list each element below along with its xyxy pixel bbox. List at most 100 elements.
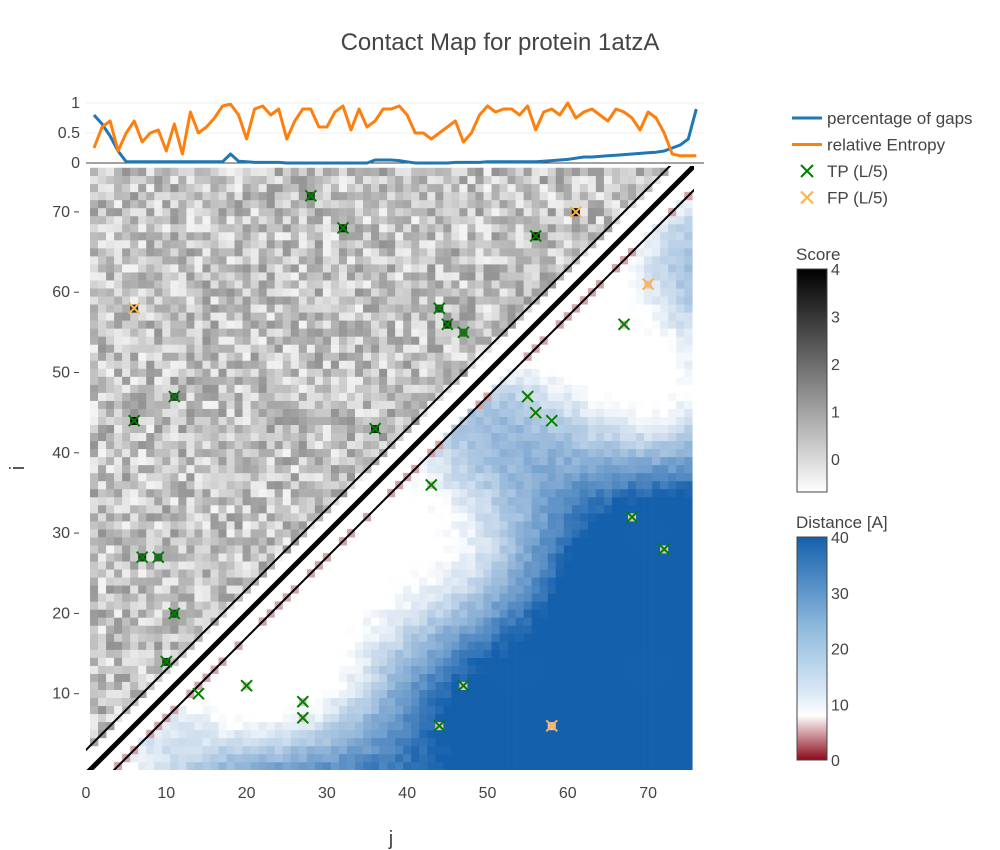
heatmap-cell bbox=[419, 248, 428, 257]
heatmap-cell bbox=[652, 288, 661, 297]
heatmap-cell bbox=[443, 304, 452, 313]
heatmap-cell bbox=[122, 689, 131, 699]
heatmap-cell bbox=[451, 231, 460, 241]
heatmap-cell bbox=[443, 336, 452, 345]
heatmap-cell bbox=[660, 713, 669, 723]
heatmap-cell bbox=[395, 328, 404, 337]
heatmap-cell bbox=[563, 649, 573, 658]
heatmap-cell bbox=[250, 529, 259, 538]
heatmap-cell bbox=[130, 199, 139, 209]
heatmap-cell bbox=[435, 231, 444, 241]
heatmap-cell bbox=[435, 737, 444, 747]
heatmap-cell bbox=[603, 713, 613, 723]
heatmap-cell bbox=[579, 705, 589, 715]
heatmap-cell bbox=[266, 336, 275, 345]
heatmap-cell bbox=[194, 240, 203, 249]
heatmap-cell bbox=[644, 440, 653, 450]
heatmap-cell bbox=[122, 633, 131, 642]
heatmap-cell bbox=[419, 472, 428, 482]
heatmap-cell bbox=[676, 593, 685, 602]
heatmap-cell bbox=[676, 456, 685, 466]
heatmap-cell bbox=[146, 601, 155, 610]
heatmap-cell bbox=[138, 400, 147, 409]
heatmap-cell bbox=[371, 304, 380, 313]
heatmap-cell bbox=[282, 649, 292, 658]
heatmap-cell bbox=[668, 505, 677, 514]
heatmap-cell bbox=[652, 480, 661, 490]
heatmap-cell bbox=[322, 207, 332, 217]
heatmap-cell bbox=[628, 480, 637, 490]
heatmap-cell bbox=[122, 641, 131, 650]
heatmap-cell bbox=[419, 272, 428, 281]
heatmap-cell bbox=[242, 745, 251, 755]
heatmap-cell bbox=[571, 240, 581, 249]
heatmap-cell bbox=[98, 360, 107, 369]
heatmap-cell bbox=[491, 665, 500, 674]
heatmap-cell bbox=[322, 215, 332, 225]
heatmap-cell bbox=[403, 577, 412, 586]
heatmap-cell bbox=[210, 448, 219, 458]
heatmap-cell bbox=[523, 745, 532, 755]
heatmap-cell bbox=[202, 513, 211, 522]
heatmap-cell bbox=[218, 729, 227, 739]
heatmap-cell bbox=[483, 561, 492, 570]
heatmap-cell bbox=[178, 472, 187, 482]
heatmap-cell bbox=[411, 713, 420, 723]
heatmap-cell bbox=[684, 753, 693, 763]
heatmap-cell bbox=[154, 264, 163, 273]
heatmap-cell bbox=[106, 191, 115, 201]
heatmap-cell bbox=[443, 649, 452, 658]
heatmap-cell bbox=[499, 480, 508, 490]
heatmap-cell bbox=[603, 456, 613, 466]
heatmap-cell bbox=[355, 689, 364, 699]
heatmap-cell bbox=[226, 464, 235, 474]
heatmap-cell bbox=[258, 705, 267, 715]
heatmap-cell bbox=[186, 328, 195, 337]
heatmap-cell bbox=[387, 737, 396, 747]
heatmap-cell bbox=[355, 649, 364, 658]
heatmap-cell bbox=[531, 553, 540, 562]
heatmap-cell bbox=[322, 248, 332, 257]
heatmap-cell bbox=[491, 256, 500, 265]
heatmap-cell bbox=[523, 737, 532, 747]
heatmap-cell bbox=[459, 464, 468, 474]
heatmap-cell bbox=[258, 368, 267, 377]
heatmap-cell bbox=[419, 633, 428, 642]
heatmap-cell bbox=[451, 521, 460, 530]
heatmap-cell bbox=[620, 593, 629, 602]
heatmap-cell bbox=[515, 400, 524, 409]
heatmap-cell bbox=[676, 424, 685, 434]
heatmap-cell bbox=[660, 761, 669, 770]
heatmap-cell bbox=[579, 625, 589, 634]
heatmap-cell bbox=[338, 721, 348, 731]
heatmap-cell bbox=[106, 207, 115, 217]
heatmap-cell bbox=[218, 488, 227, 498]
heatmap-cell bbox=[298, 207, 308, 217]
heatmap-cell bbox=[451, 464, 460, 474]
heatmap-cell bbox=[595, 521, 605, 530]
heatmap-cell bbox=[507, 505, 516, 514]
heatmap-cell bbox=[531, 207, 540, 217]
heatmap-cell bbox=[218, 456, 227, 466]
heatmap-cell bbox=[387, 320, 396, 329]
heatmap-cell bbox=[371, 601, 380, 610]
heatmap-cell bbox=[507, 199, 516, 209]
heatmap-cell bbox=[668, 673, 677, 682]
heatmap-cell bbox=[146, 561, 155, 570]
heatmap-cell bbox=[363, 569, 372, 578]
heatmap-cell bbox=[395, 368, 404, 377]
heatmap-cell bbox=[555, 721, 565, 731]
heatmap-cell bbox=[130, 400, 139, 409]
heatmap-cell bbox=[90, 673, 99, 682]
heatmap-cell bbox=[379, 737, 388, 747]
heatmap-cell bbox=[676, 649, 685, 658]
heatmap-cell bbox=[242, 713, 251, 723]
heatmap-cell bbox=[427, 553, 436, 562]
heatmap-cell bbox=[628, 304, 637, 313]
heatmap-cell bbox=[620, 344, 629, 353]
heatmap-cell bbox=[202, 223, 211, 233]
heatmap-cell bbox=[202, 336, 211, 345]
heatmap-cell bbox=[154, 537, 163, 546]
heatmap-cell bbox=[90, 320, 99, 329]
heatmap-cell bbox=[563, 480, 573, 490]
